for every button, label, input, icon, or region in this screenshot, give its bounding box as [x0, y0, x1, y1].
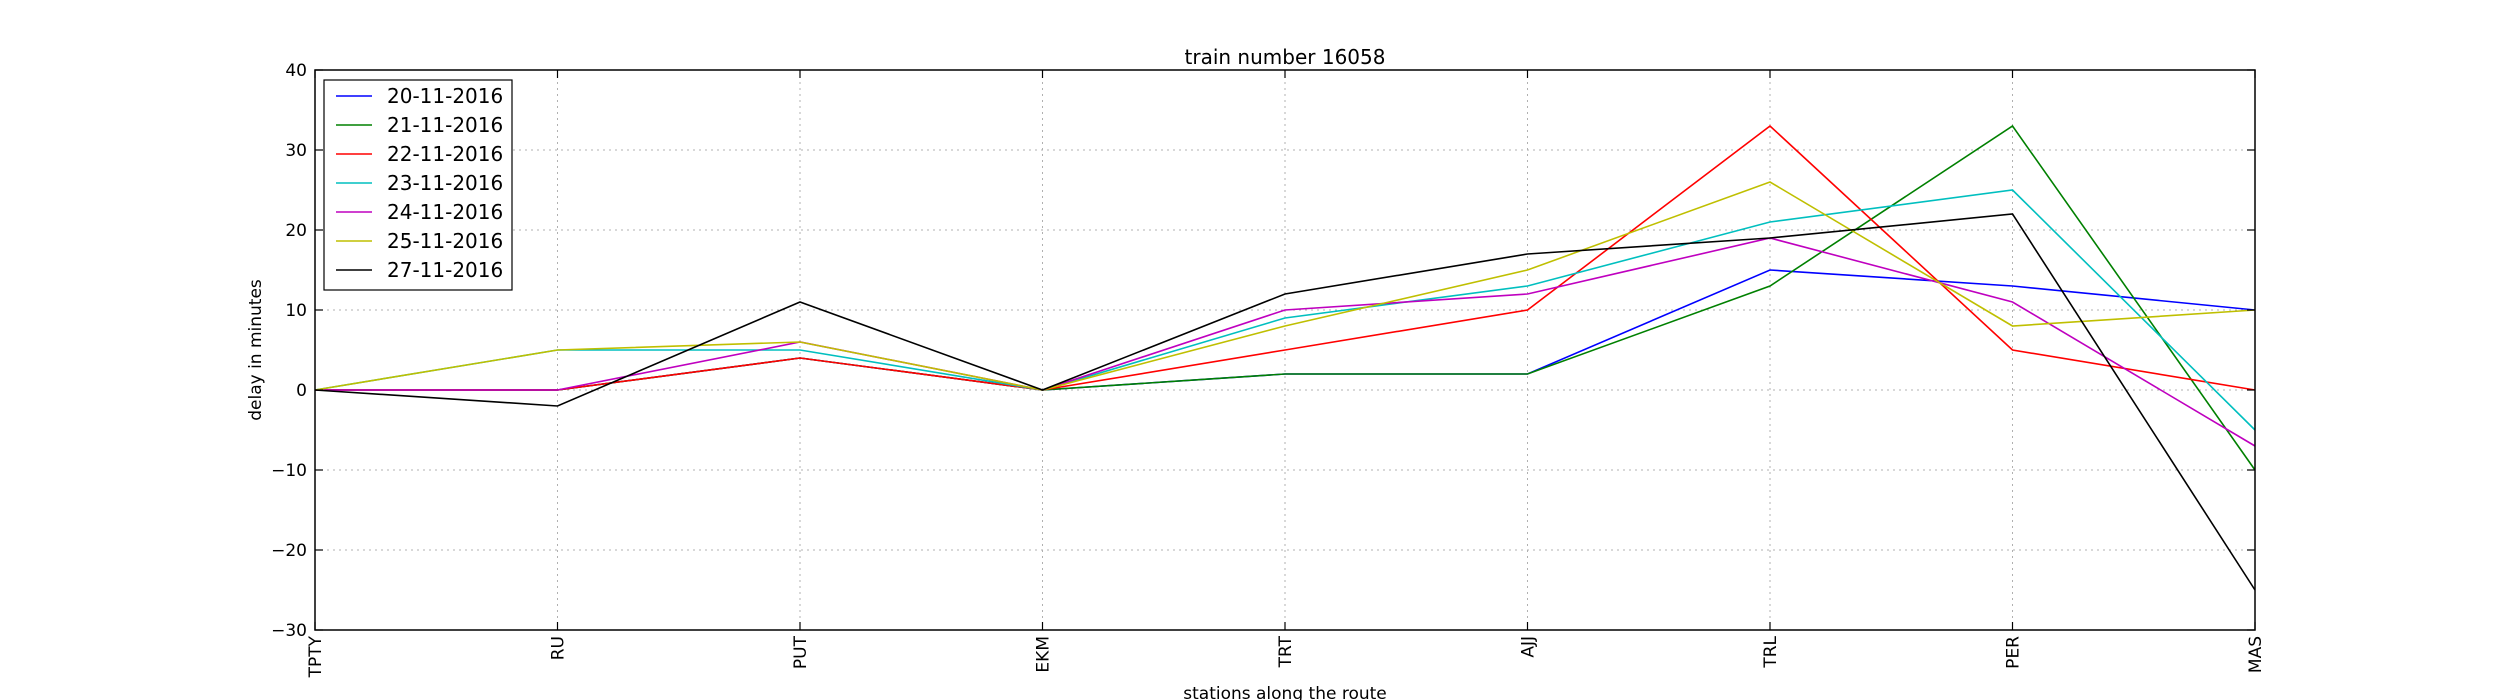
legend-entry: 22-11-2016: [387, 142, 503, 166]
legend-entry: 24-11-2016: [387, 200, 503, 224]
x-tick-label: AJJ: [1519, 636, 1539, 658]
x-axis-ticks: TPTY RU PUT EKM TRT AJJ TRL PER MAS: [306, 70, 2266, 678]
legend-entry: 27-11-2016: [387, 258, 503, 282]
legend-entry: 21-11-2016: [387, 113, 503, 137]
y-tick-label: 20: [285, 221, 307, 241]
x-tick-label: TPTY: [306, 635, 326, 678]
x-tick-label: PER: [2004, 636, 2024, 669]
y-tick-label: 0: [296, 381, 307, 401]
chart-title: train number 16058: [1185, 45, 1386, 69]
series-group: [314, 124, 2256, 591]
y-axis-label: delay in minutes: [246, 279, 266, 421]
y-tick-label: −20: [271, 541, 307, 561]
x-tick-label: RU: [549, 636, 569, 660]
series-line: [314, 181, 2256, 391]
x-axis-label: stations along the route: [1183, 684, 1387, 700]
legend-entry: 23-11-2016: [387, 171, 503, 195]
legend-entry: 20-11-2016: [387, 84, 503, 108]
x-tick-label: MAS: [2246, 636, 2266, 673]
legend-box: [323, 79, 513, 291]
x-tick-label: EKM: [1034, 636, 1054, 673]
x-tick-label: TRL: [1761, 635, 1781, 668]
x-tick-label: TRT: [1276, 635, 1296, 668]
y-tick-label: 30: [285, 141, 307, 161]
y-tick-label: 40: [285, 61, 307, 81]
y-axis-ticks: −30 −20 −10 0 10 20 30 40: [271, 61, 2255, 641]
legend: 20-11-2016 21-11-2016 22-11-2016 23-11-2016…: [323, 79, 513, 291]
series-line: [314, 213, 2256, 591]
series-line: [315, 237, 2256, 447]
legend-entry: 25-11-2016: [387, 229, 503, 253]
y-tick-label: −30: [271, 621, 307, 641]
series-line: [315, 124, 2256, 391]
series-line: [314, 189, 2256, 431]
y-tick-label: 10: [285, 301, 307, 321]
x-tick-label: PUT: [791, 635, 811, 669]
y-tick-label: −10: [271, 461, 307, 481]
